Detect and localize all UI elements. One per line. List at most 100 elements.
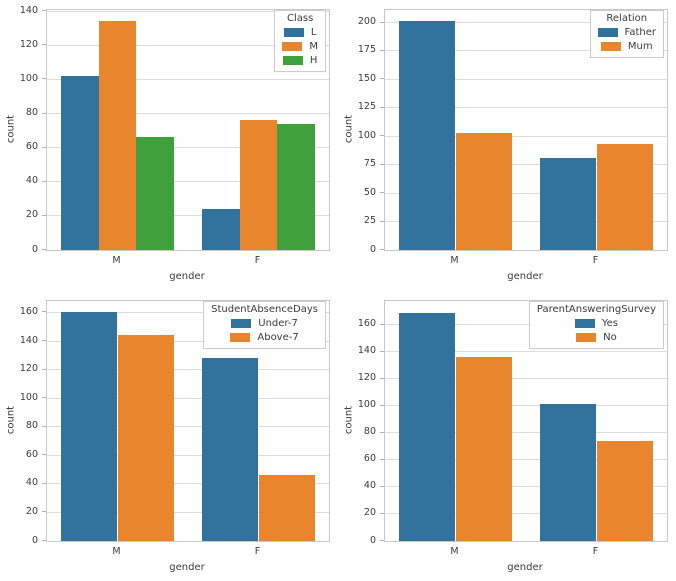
gridline [47, 215, 329, 217]
y-tick-mark [42, 511, 46, 513]
y-tick-label: 20 [363, 507, 376, 519]
gridline [385, 324, 667, 326]
legend-item-l: L [283, 25, 317, 39]
y-tick-label: 120 [19, 363, 38, 375]
bar-mum-m [455, 132, 512, 250]
y-tick-label: 60 [25, 141, 38, 153]
legend-item-m: M [282, 39, 318, 53]
legend-swatch-yes [574, 318, 595, 328]
y-tick-mark [42, 397, 46, 399]
x-tick-label: F [592, 255, 599, 266]
legend-label: Father [624, 26, 656, 38]
x-tick-label: M [112, 255, 121, 266]
y-tick-mark [42, 214, 46, 216]
y-tick-label: 140 [19, 4, 38, 16]
y-tick-label: 25 [363, 215, 376, 227]
gridline [385, 22, 667, 23]
y-tick-label: 100 [357, 399, 376, 411]
gridline [385, 405, 667, 407]
x-axis-label: gender [169, 562, 205, 573]
y-tick-mark [42, 146, 46, 148]
y-tick-label: 100 [19, 391, 38, 403]
y-tick-mark [380, 512, 384, 514]
legend-label: No [603, 331, 617, 343]
y-tick-label: 40 [25, 175, 38, 187]
gridline [47, 454, 329, 456]
x-tick-label: M [112, 546, 121, 557]
gridline [385, 432, 667, 434]
y-tick-label: 140 [357, 345, 376, 357]
bar-yes-f [540, 404, 597, 541]
legend: StudentAbsenceDays Under-7 Above-7 [203, 301, 326, 349]
gridline [47, 511, 329, 513]
gridline [47, 397, 329, 399]
legend-swatch-above-7 [230, 332, 251, 342]
bar-father-f [540, 157, 597, 250]
legend-item-under-7: Under-7 [231, 316, 298, 330]
y-tick-mark [42, 78, 46, 80]
bar-m-m [98, 21, 137, 250]
y-tick-label: 0 [369, 243, 376, 255]
gridline [385, 378, 667, 380]
legend-label: Under-7 [258, 317, 298, 329]
legend-item-yes: Yes [574, 316, 619, 330]
gridline [47, 147, 329, 149]
y-tick-label: 160 [357, 318, 376, 330]
x-tick-label: F [254, 546, 261, 557]
bar-under-7-m [61, 312, 118, 541]
gridline [47, 113, 329, 115]
bar-h-m [136, 137, 174, 250]
gridline [47, 340, 329, 342]
legend-swatch-m [282, 41, 303, 51]
gridline [47, 483, 329, 485]
y-tick-label: 125 [357, 101, 376, 113]
legend-item-above-7: Above-7 [230, 330, 299, 344]
legend-swatch-l [283, 27, 304, 37]
x-tick-label: F [592, 546, 599, 557]
y-tick-mark [380, 192, 384, 194]
y-tick-mark [42, 44, 46, 46]
y-tick-mark [380, 377, 384, 379]
y-tick-label: 120 [19, 38, 38, 50]
y-tick-mark [42, 454, 46, 456]
legend-label: M [309, 40, 318, 52]
y-tick-label: 0 [369, 534, 376, 546]
y-tick-mark [380, 404, 384, 406]
bar-under-7-f [202, 358, 259, 541]
bar-m-f [239, 120, 278, 250]
y-tick-mark [380, 106, 384, 108]
y-tick-mark [42, 482, 46, 484]
bar-above-7-f [258, 475, 315, 541]
legend-label: H [309, 54, 318, 66]
gridline [385, 107, 667, 109]
y-tick-label: 60 [363, 453, 376, 465]
gridline [385, 135, 667, 137]
y-tick-label: 20 [25, 209, 38, 221]
y-tick-label: 100 [357, 129, 376, 141]
y-tick-mark [42, 180, 46, 182]
legend-label: Yes [601, 317, 619, 329]
gridline [47, 10, 329, 12]
legend: Relation Father Mum [589, 10, 664, 58]
y-tick-mark [42, 112, 46, 114]
y-tick-mark [380, 431, 384, 433]
legend-swatch-mum [600, 41, 621, 51]
gridline [385, 513, 667, 515]
legend-swatch-no [576, 332, 597, 342]
y-tick-label: 160 [19, 305, 38, 317]
gridline [385, 351, 667, 353]
gridline [385, 221, 667, 223]
legend-swatch-father [597, 27, 618, 37]
bar-h-f [277, 123, 315, 250]
y-tick-mark [380, 135, 384, 137]
legend: ParentAnsweringSurvey Yes No [528, 301, 664, 349]
y-tick-mark [380, 78, 384, 80]
legend-label: L [310, 26, 317, 38]
legend-item-h: H [282, 53, 318, 67]
legend-label: Mum [627, 40, 653, 52]
y-tick-label: 0 [31, 243, 38, 255]
